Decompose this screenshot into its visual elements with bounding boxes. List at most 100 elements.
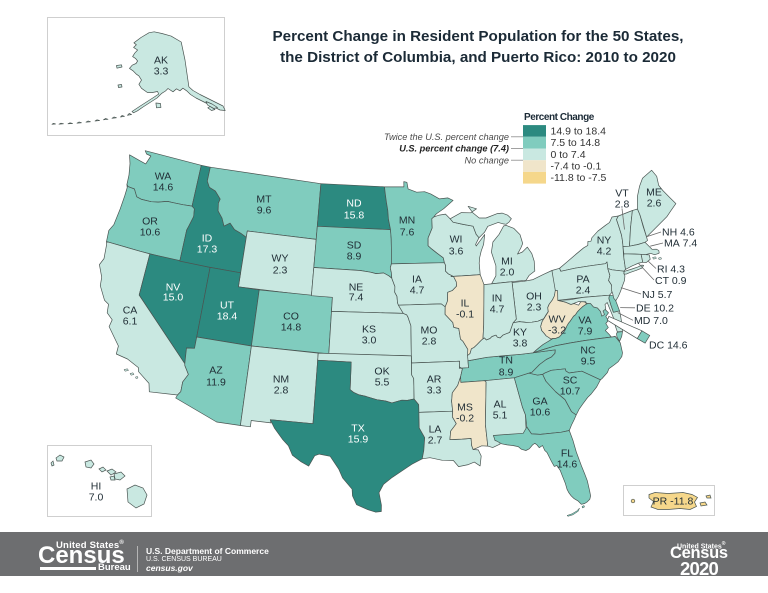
svg-text:IN: IN bbox=[492, 293, 503, 305]
svg-text:4.7: 4.7 bbox=[410, 285, 425, 297]
svg-text:10.7: 10.7 bbox=[560, 386, 581, 398]
svg-text:2.8: 2.8 bbox=[422, 336, 437, 348]
svg-text:Percent Change: Percent Change bbox=[524, 112, 595, 123]
svg-text:MS: MS bbox=[457, 402, 473, 414]
svg-text:7.5 to 14.8: 7.5 to 14.8 bbox=[551, 137, 601, 149]
svg-text:TX: TX bbox=[351, 423, 364, 435]
svg-text:5.1: 5.1 bbox=[493, 410, 508, 422]
svg-text:15.9: 15.9 bbox=[348, 434, 369, 446]
svg-text:14.6: 14.6 bbox=[557, 459, 578, 471]
svg-text:10.6: 10.6 bbox=[140, 227, 161, 239]
svg-text:UT: UT bbox=[220, 300, 235, 312]
svg-text:MN: MN bbox=[399, 215, 415, 227]
svg-text:AZ: AZ bbox=[209, 365, 223, 377]
svg-text:3.3: 3.3 bbox=[427, 385, 442, 397]
svg-text:2.8: 2.8 bbox=[274, 385, 289, 397]
svg-text:15.8: 15.8 bbox=[344, 210, 365, 222]
svg-text:LA: LA bbox=[429, 424, 442, 436]
svg-text:DC 14.6: DC 14.6 bbox=[649, 340, 688, 352]
svg-text:9.6: 9.6 bbox=[257, 205, 272, 217]
svg-text:NC: NC bbox=[580, 345, 596, 357]
svg-text:PA: PA bbox=[576, 274, 589, 286]
svg-text:10.6: 10.6 bbox=[530, 407, 551, 419]
svg-text:WA: WA bbox=[155, 171, 172, 183]
svg-text:AR: AR bbox=[427, 374, 442, 386]
svg-text:14.6: 14.6 bbox=[153, 182, 174, 194]
svg-text:6.1: 6.1 bbox=[123, 316, 138, 328]
svg-text:MI: MI bbox=[501, 256, 513, 268]
svg-text:VA: VA bbox=[578, 315, 591, 327]
svg-text:-7.4 to -0.1: -7.4 to -0.1 bbox=[551, 161, 602, 173]
svg-text:TN: TN bbox=[499, 355, 513, 367]
svg-text:8.9: 8.9 bbox=[499, 367, 514, 379]
svg-text:No change: No change bbox=[465, 155, 509, 165]
svg-text:2.7: 2.7 bbox=[428, 435, 443, 447]
svg-text:NE: NE bbox=[349, 282, 364, 294]
svg-text:SC: SC bbox=[563, 375, 578, 387]
svg-text:14.8: 14.8 bbox=[281, 322, 302, 334]
svg-text:RI 4.3: RI 4.3 bbox=[657, 264, 685, 276]
svg-text:U.S. percent change (7.4): U.S. percent change (7.4) bbox=[399, 144, 509, 154]
svg-text:11.9: 11.9 bbox=[206, 377, 226, 389]
svg-text:WY: WY bbox=[272, 253, 289, 265]
svg-text:ID: ID bbox=[202, 233, 213, 245]
svg-text:NJ 5.7: NJ 5.7 bbox=[642, 289, 673, 301]
svg-text:3.8: 3.8 bbox=[513, 338, 528, 350]
svg-text:2.4: 2.4 bbox=[576, 285, 591, 297]
svg-text:ND: ND bbox=[346, 198, 362, 210]
svg-text:2.6: 2.6 bbox=[647, 198, 662, 210]
svg-text:-3.2: -3.2 bbox=[548, 325, 566, 337]
svg-text:CT 0.9: CT 0.9 bbox=[655, 275, 687, 287]
svg-text:WV: WV bbox=[549, 314, 566, 326]
svg-text:-0.1: -0.1 bbox=[456, 309, 474, 321]
svg-text:0 to 7.4: 0 to 7.4 bbox=[551, 149, 586, 161]
svg-text:SD: SD bbox=[347, 240, 362, 252]
svg-text:KY: KY bbox=[513, 327, 527, 339]
svg-text:7.9: 7.9 bbox=[578, 326, 593, 338]
svg-text:NM: NM bbox=[273, 374, 289, 386]
svg-text:GA: GA bbox=[532, 396, 547, 408]
svg-text:OR: OR bbox=[142, 216, 158, 228]
svg-text:4.7: 4.7 bbox=[490, 304, 505, 316]
svg-text:CA: CA bbox=[123, 305, 138, 317]
svg-text:ME: ME bbox=[646, 187, 662, 199]
svg-text:5.5: 5.5 bbox=[375, 377, 390, 389]
svg-text:7.6: 7.6 bbox=[400, 227, 415, 239]
svg-text:FL: FL bbox=[561, 448, 573, 460]
svg-text:4.2: 4.2 bbox=[597, 246, 612, 258]
svg-text:3.6: 3.6 bbox=[449, 246, 464, 258]
svg-text:Twice the U.S. percent change: Twice the U.S. percent change bbox=[384, 132, 509, 142]
svg-text:DE 10.2: DE 10.2 bbox=[636, 303, 674, 315]
svg-text:14.9 to 18.4: 14.9 to 18.4 bbox=[551, 125, 607, 137]
svg-text:7.4: 7.4 bbox=[349, 292, 364, 304]
svg-text:HI: HI bbox=[91, 481, 102, 493]
svg-text:2.8: 2.8 bbox=[615, 199, 630, 211]
svg-text:MA 7.4: MA 7.4 bbox=[664, 238, 697, 250]
svg-text:2.3: 2.3 bbox=[273, 265, 288, 277]
svg-text:3.0: 3.0 bbox=[362, 335, 377, 347]
svg-text:AK: AK bbox=[154, 55, 168, 67]
svg-text:KS: KS bbox=[362, 324, 376, 336]
svg-text:18.4: 18.4 bbox=[217, 311, 238, 323]
svg-text:2.3: 2.3 bbox=[527, 302, 542, 314]
svg-text:CO: CO bbox=[283, 311, 299, 323]
svg-text:IA: IA bbox=[412, 274, 422, 286]
svg-text:-0.2: -0.2 bbox=[456, 413, 474, 425]
svg-text:2.0: 2.0 bbox=[500, 267, 515, 279]
svg-text:NY: NY bbox=[597, 235, 612, 247]
svg-text:IL: IL bbox=[461, 298, 470, 310]
svg-text:7.0: 7.0 bbox=[89, 492, 104, 504]
svg-text:PR -11.8: PR -11.8 bbox=[653, 496, 694, 508]
svg-text:8.9: 8.9 bbox=[347, 251, 362, 263]
svg-text:17.3: 17.3 bbox=[197, 244, 218, 256]
svg-text:NV: NV bbox=[166, 282, 181, 294]
svg-text:AL: AL bbox=[494, 399, 507, 411]
svg-text:VT: VT bbox=[615, 188, 629, 200]
svg-text:-11.8 to -7.5: -11.8 to -7.5 bbox=[551, 172, 607, 184]
svg-text:OK: OK bbox=[374, 366, 389, 378]
svg-text:9.5: 9.5 bbox=[581, 356, 596, 368]
svg-text:WI: WI bbox=[450, 234, 463, 246]
svg-text:MO: MO bbox=[421, 325, 438, 337]
svg-text:NH 4.6: NH 4.6 bbox=[662, 227, 695, 239]
svg-text:MT: MT bbox=[256, 194, 272, 206]
